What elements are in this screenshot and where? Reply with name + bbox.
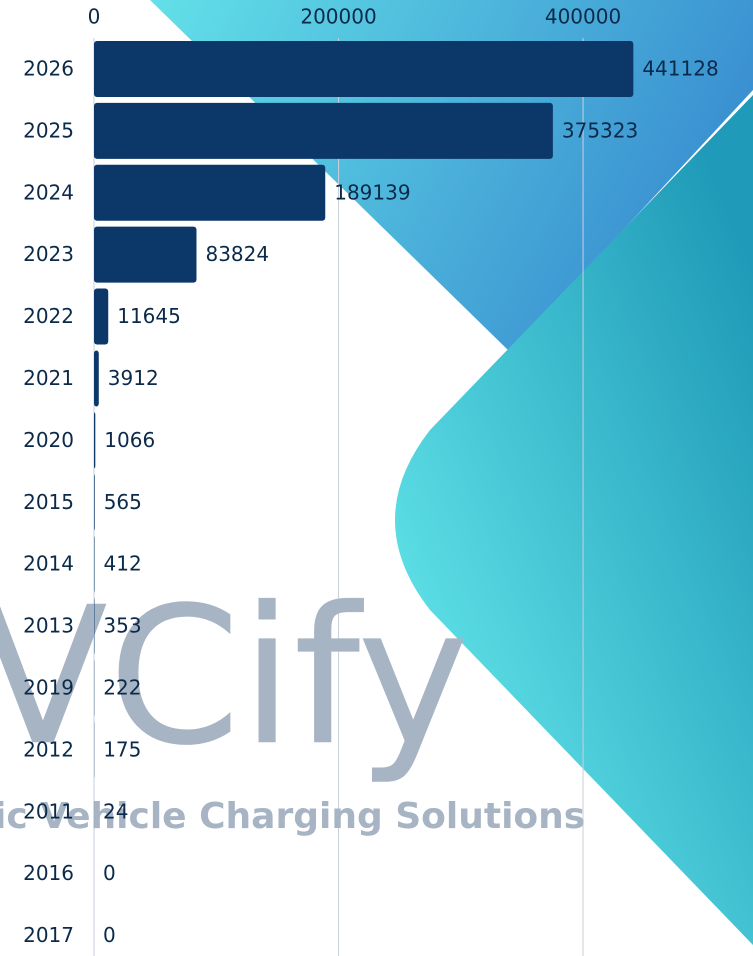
y-tick-label: 2023 (23, 242, 74, 266)
value-label: 353 (103, 614, 141, 638)
y-tick-label: 2024 (23, 180, 74, 204)
x-tick-label: 0 (88, 5, 101, 29)
value-label: 1066 (104, 428, 155, 452)
value-label: 175 (103, 737, 141, 761)
bar (94, 102, 553, 159)
y-tick-label: 2017 (23, 923, 74, 947)
value-label: 0 (103, 861, 116, 885)
value-label: 189139 (334, 180, 410, 204)
y-tick-label: 2011 (23, 799, 74, 823)
x-tick-label: 200000 (300, 5, 376, 29)
value-label: 11645 (117, 304, 181, 328)
value-label: 412 (104, 552, 142, 576)
y-tick-label: 2013 (23, 614, 74, 638)
bar (94, 226, 197, 283)
bar (94, 412, 96, 469)
value-label: 3912 (108, 366, 159, 390)
y-tick-label: 2020 (23, 428, 74, 452)
bar (94, 288, 109, 345)
y-tick-label: 2025 (23, 118, 74, 142)
y-tick-label: 2015 (23, 490, 74, 514)
bar (94, 536, 95, 593)
bar (94, 474, 95, 531)
y-tick-label: 2012 (23, 737, 74, 761)
y-tick-label: 2019 (23, 675, 74, 699)
bg-shape (395, 95, 753, 945)
bar (94, 40, 634, 97)
x-tick-label: 400000 (545, 5, 621, 29)
watermark: VCify (0, 566, 469, 787)
watermark-subtitle: ic Vehicle Charging Solutions (0, 796, 585, 837)
y-tick-label: 2026 (23, 56, 74, 80)
value-label: 83824 (205, 242, 269, 266)
value-label: 24 (103, 799, 128, 823)
value-label: 441128 (642, 56, 718, 80)
value-label: 222 (103, 675, 141, 699)
y-tick-label: 2014 (23, 552, 74, 576)
y-tick-label: 2016 (23, 861, 74, 885)
bar (94, 350, 99, 407)
value-label: 565 (104, 490, 142, 514)
value-label: 375323 (562, 118, 638, 142)
y-tick-label: 2022 (23, 304, 74, 328)
y-tick-label: 2021 (23, 366, 74, 390)
bar (94, 164, 326, 221)
value-label: 0 (103, 923, 116, 947)
